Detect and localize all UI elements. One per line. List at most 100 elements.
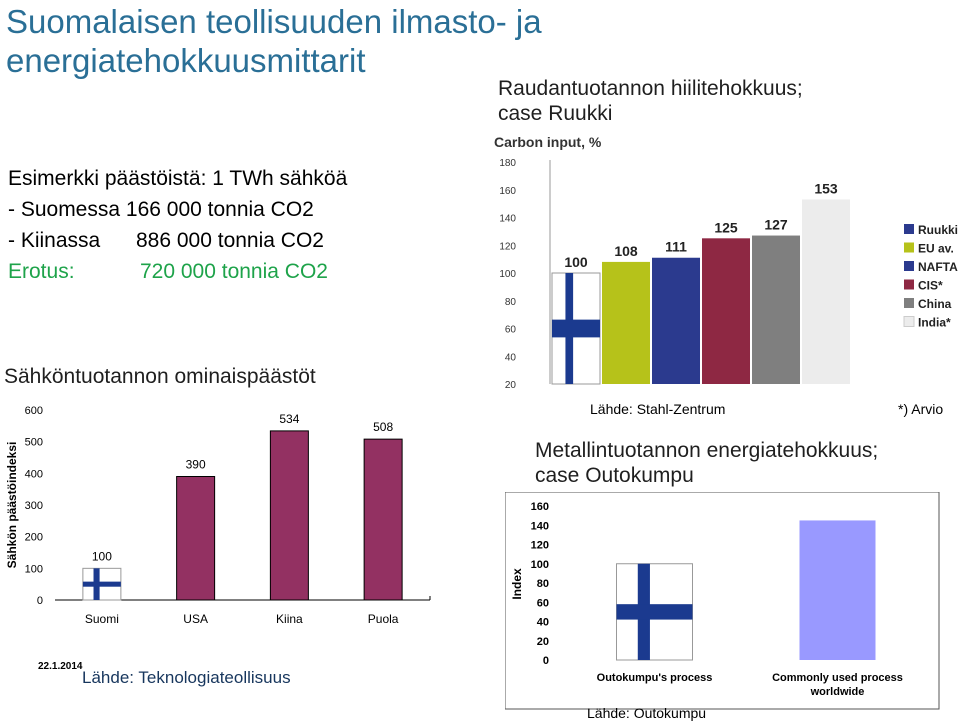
diff-label: Erotus: [8, 260, 75, 283]
electricity-ytick-label: 500 [25, 437, 43, 449]
finland-label: - Suomessa [8, 198, 121, 221]
steel-ytick-label: 80 [505, 297, 517, 308]
slide-title-line1: Suomalaisen teollisuuden ilmasto- ja [6, 3, 542, 40]
electricity-ytick-label: 600 [25, 405, 43, 417]
steel-legend-swatch [903, 316, 915, 327]
electricity-ytick-label: 400 [25, 468, 43, 480]
steel-legend-label: EU av. [918, 242, 954, 256]
metal-chart: Index 0 20 40 60 80 100 120 140 160 Outokumpu's pr… [505, 492, 940, 710]
steel-ytick-label: 120 [499, 241, 516, 252]
steel-legend-swatch [904, 242, 914, 253]
electricity-chart: Sähkön päästöindeksi 0 100 200 300 400 500 600 1… [5, 405, 431, 626]
steel-legend-label: India* [918, 316, 951, 330]
electricity-ytick-label: 300 [25, 500, 43, 512]
steel-chart-title: Carbon input, % [494, 134, 602, 150]
china-label: - Kiinassa [8, 229, 101, 252]
steel-ytick-label: 40 [505, 352, 517, 363]
slide-date: 22.1.2014 [38, 661, 83, 672]
steel-heading: Raudantuotannon hiilitehokkuus; case Ruu… [498, 76, 803, 126]
steel-legend-swatch [904, 298, 914, 308]
metal-source: Lähde: Outokumpu [587, 705, 707, 721]
steel-ytick-label: 180 [499, 158, 516, 169]
steel-ytick-label: 160 [499, 186, 516, 197]
metal-bar-finland-flag [616, 563, 693, 661]
steel-data-label: 127 [764, 217, 788, 233]
steel-source: Lähde: Stahl-Zentrum [590, 401, 726, 417]
electricity-ylabel: Sähkön päästöindeksi [5, 442, 19, 569]
steel-ytick-label: 20 [505, 380, 517, 391]
steel-bar [702, 238, 750, 384]
electricity-bar [176, 476, 216, 601]
steel-legend-swatch [904, 224, 914, 234]
electricity-category-label: Suomi [85, 612, 119, 626]
example-line-diff: Erotus: 720 000 tonnia CO2 [8, 256, 347, 287]
steel-data-label: 125 [714, 219, 738, 235]
metal-ytick-label: 140 [531, 520, 549, 532]
electricity-category-label: Kiina [276, 612, 303, 626]
metal-ytick-label: 60 [537, 597, 549, 609]
steel-bar [602, 261, 650, 384]
steel-legend-swatch [904, 261, 914, 271]
electricity-data-label: 508 [373, 420, 393, 434]
steel-ytick-label: 60 [505, 325, 517, 336]
steel-legend-label: Ruukki [918, 223, 958, 237]
steel-heading-line1: Raudantuotannon hiilitehokkuus; [498, 77, 803, 100]
metal-ylabel: Index [510, 568, 524, 600]
metal-category-label-cont: worldwide [810, 686, 865, 698]
metal-heading-line2: case Outokumpu [535, 464, 694, 487]
steel-legend-swatch [904, 279, 914, 290]
electricity-data-label: 534 [279, 412, 299, 426]
example-line-finland: - Suomessa 166 000 tonnia CO2 [8, 194, 347, 225]
example-block: Esimerkki päästöistä: 1 TWh sähköä - Suo… [8, 163, 347, 287]
metal-ytick-label: 40 [537, 617, 549, 629]
slide-title-line2: energiatehokkuusmittarit [6, 42, 366, 79]
electricity-category-label: USA [183, 612, 208, 626]
metal-ytick-label: 120 [531, 540, 549, 552]
electricity-data-label: 390 [186, 458, 206, 472]
steel-chart: Carbon input, % 20 40 60 80 100 120 140 160 180 10… [494, 134, 958, 391]
metal-bar-finland-flag-cross-horizontal [616, 604, 693, 620]
metal-ytick-label: 0 [543, 655, 549, 667]
steel-bar [802, 199, 850, 384]
electricity-bar [363, 438, 403, 601]
metal-ytick-label: 80 [537, 578, 549, 590]
metal-category-label: Outokumpu's process [597, 672, 713, 684]
steel-data-label: 153 [814, 180, 838, 196]
electricity-bar-finland-flag-cross-horizontal [82, 581, 121, 587]
steel-legend-label: NAFTA [918, 260, 958, 274]
steel-bar [752, 235, 800, 384]
diff-value: 720 000 tonnia CO2 [140, 260, 328, 283]
electricity-category-label: Puola [368, 612, 399, 626]
electricity-heading: Sähköntuotannon ominaispäästöt [4, 365, 316, 388]
steel-bar-finland-flag [551, 272, 601, 385]
metal-heading: Metallintuotannon energiatehokkuus; case… [535, 438, 878, 488]
electricity-ytick-label: 0 [37, 595, 43, 607]
metal-ytick-label: 20 [537, 636, 549, 648]
steel-bar-finland-flag-cross-horizontal [552, 319, 600, 338]
steel-bar [652, 257, 700, 384]
steel-data-label: 108 [614, 243, 638, 259]
metal-chart-frame [505, 492, 940, 710]
steel-note: *) Arvio [898, 401, 944, 417]
slide-title: Suomalaisen teollisuuden ilmasto- ja ene… [6, 2, 706, 80]
example-heading: Esimerkki päästöistä: 1 TWh sähköä [8, 167, 348, 190]
steel-ytick-label: 100 [499, 269, 516, 280]
example-line-china: - Kiinassa 886 000 tonnia CO2 [8, 225, 347, 256]
steel-ytick-label: 140 [499, 214, 516, 225]
electricity-ytick-label: 200 [25, 532, 43, 544]
china-value: 886 000 tonnia CO2 [136, 229, 324, 252]
electricity-source: Lähde: Teknologiateollisuus [82, 668, 291, 687]
steel-heading-line2: case Ruukki [498, 102, 613, 125]
electricity-bar [269, 430, 309, 601]
steel-legend-label: China [918, 297, 952, 311]
metal-ytick-label: 100 [531, 559, 549, 571]
electricity-data-label: 100 [92, 549, 112, 563]
finland-value: 166 000 tonnia CO2 [125, 198, 314, 221]
metal-bar [799, 520, 876, 660]
metal-category-label: Commonly used process [772, 672, 903, 684]
steel-data-label: 100 [564, 254, 588, 270]
electricity-bar-finland-flag [82, 567, 122, 601]
steel-legend-label: CIS* [918, 279, 943, 293]
steel-data-label: 111 [665, 239, 687, 255]
metal-ytick-label: 160 [531, 501, 549, 513]
